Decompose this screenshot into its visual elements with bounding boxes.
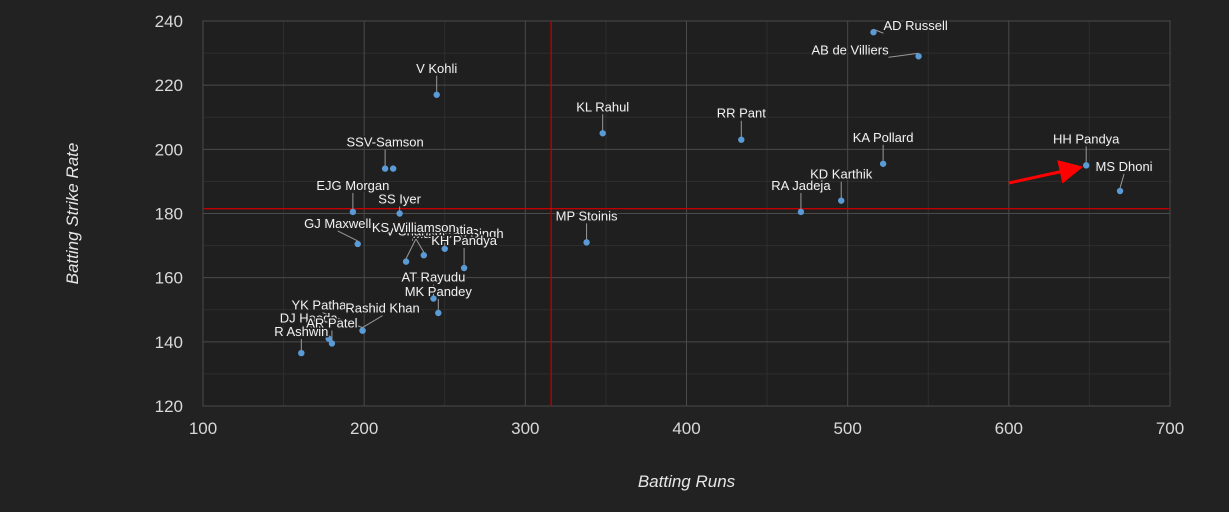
point-label-ka-pollard: KA Pollard [853, 130, 914, 145]
point-label-v-shankar: V Shankar [386, 224, 447, 239]
point-label-dj-hooda: DJ Hooda [280, 311, 339, 326]
x-tick-label: 600 [995, 419, 1023, 438]
point-rr-pant [738, 136, 745, 143]
leader-ks-williamson [413, 234, 425, 253]
point-label-mandeep-singh: Mandeep Singh [413, 226, 504, 241]
point-mk-pandey [435, 309, 442, 317]
point-at-rayudu [430, 295, 437, 302]
point-label-ar-patel: AR Patel [306, 315, 357, 330]
point-label-kl-rahul: KL Rahul [576, 99, 629, 114]
point-v-kohli [433, 91, 440, 98]
point-ra-jadeja [797, 208, 805, 216]
point-label-ejg-morgan: EJG Morgan [316, 178, 389, 193]
point-kd-karthik [838, 197, 845, 204]
point-ab-de-villiers [915, 53, 922, 60]
y-tick-label: 240 [155, 12, 183, 31]
point-label-r-ashwin: R Ashwin [274, 324, 328, 339]
y-tick-label: 160 [155, 269, 183, 288]
x-tick-label: 700 [1156, 419, 1184, 438]
point-gj-maxwell [354, 240, 361, 248]
arrow-line [1008, 160, 1084, 185]
point-unlabeled [389, 165, 397, 172]
point-ad-russell [870, 29, 877, 36]
point-ssv-samson [381, 165, 389, 172]
y-axis-ticks: 120 140 160 180 200 220 240 [155, 12, 183, 416]
x-tick-label: 100 [189, 419, 217, 438]
point-label-kd-karthik: KD Karthik [810, 167, 873, 182]
point-ms-dhoni [1116, 187, 1124, 195]
major-gridlines [202, 20, 1171, 407]
point-label-at-rayudu: AT Rayudu [402, 270, 466, 285]
reference-lines [203, 21, 1170, 406]
point-ss-iyer [396, 210, 403, 217]
point-label-gj-maxwell: GJ Maxwell [304, 216, 371, 231]
point-label-ks-williamson: KS Williamson [372, 220, 456, 235]
point-ejg-morgan [349, 208, 357, 216]
leader-rashid-khan [362, 315, 383, 329]
point-mp-stoinis [583, 239, 590, 246]
point-label-ad-russell: AD Russell [883, 18, 947, 33]
point-label-ms-dhoni: MS Dhoni [1095, 159, 1152, 174]
leader-dj-hooda [308, 325, 329, 337]
x-tick-label: 400 [672, 419, 700, 438]
y-tick-label: 180 [155, 205, 183, 224]
y-tick-label: 140 [155, 333, 183, 352]
point-label-r-tewatia: R Tewatia [416, 222, 474, 237]
point-mandeep-singh [409, 229, 416, 236]
point-label-mk-pandey: MK Pandey [405, 284, 473, 299]
point-label-yk-pathan: YK Pathan [291, 298, 353, 313]
point-label-hh-pandya: HH Pandya [1053, 131, 1120, 146]
point-hh-pandya [1082, 162, 1090, 169]
annotation-arrow [1008, 160, 1084, 185]
point-label-ssv-samson: SSV-Samson [346, 135, 423, 150]
y-tick-label: 220 [155, 76, 183, 95]
point-label-mp-stoinis: MP Stoinis [556, 208, 618, 223]
point-rashid-khan [359, 327, 366, 334]
data-points [298, 29, 1124, 357]
point-label-v-kohli: V Kohli [416, 61, 457, 76]
point-label-rr-pant: RR Pant [717, 106, 767, 121]
point-label-ss-iyer: SS Iyer [378, 192, 421, 207]
leader-ms-dhoni [1119, 173, 1125, 189]
point-ks-williamson [420, 252, 427, 259]
leader-ab-de-villiers [888, 52, 919, 58]
x-axis-title: Batting Runs [638, 472, 736, 491]
x-tick-label: 500 [833, 419, 861, 438]
point-r-ashwin [298, 349, 305, 357]
leader-gj-maxwell [337, 230, 358, 242]
point-label-rashid-khan: Rashid Khan [345, 301, 419, 316]
point-ar-patel [328, 340, 336, 347]
leader-yk-pathan [322, 312, 363, 329]
point-labels: AD Russell AB de Villiers V Kohli KL Rahul R… [273, 17, 1154, 341]
y-axis-title: Batting Strike Rate [63, 143, 82, 285]
point-kh-pandya [460, 264, 468, 272]
point-ka-pollard [879, 160, 887, 167]
y-tick-label: 200 [155, 140, 183, 159]
point-v-shankar [402, 258, 410, 265]
point-dj-hooda [325, 335, 332, 342]
point-r-tewatia [441, 245, 448, 252]
point-label-ab-de-villiers: AB de Villiers [812, 42, 890, 57]
point-kl-rahul [599, 130, 606, 137]
point-label-ra-jadeja: RA Jadeja [771, 178, 831, 193]
x-tick-label: 300 [511, 419, 539, 438]
x-tick-label: 200 [350, 419, 378, 438]
point-label-kh-pandya: KH Pandya [431, 233, 498, 248]
leader-v-shankar [405, 238, 417, 259]
label-leader-lines [300, 28, 1125, 351]
x-axis-ticks: 100 200 300 400 500 600 700 [189, 419, 1184, 438]
y-tick-label: 120 [155, 397, 183, 416]
